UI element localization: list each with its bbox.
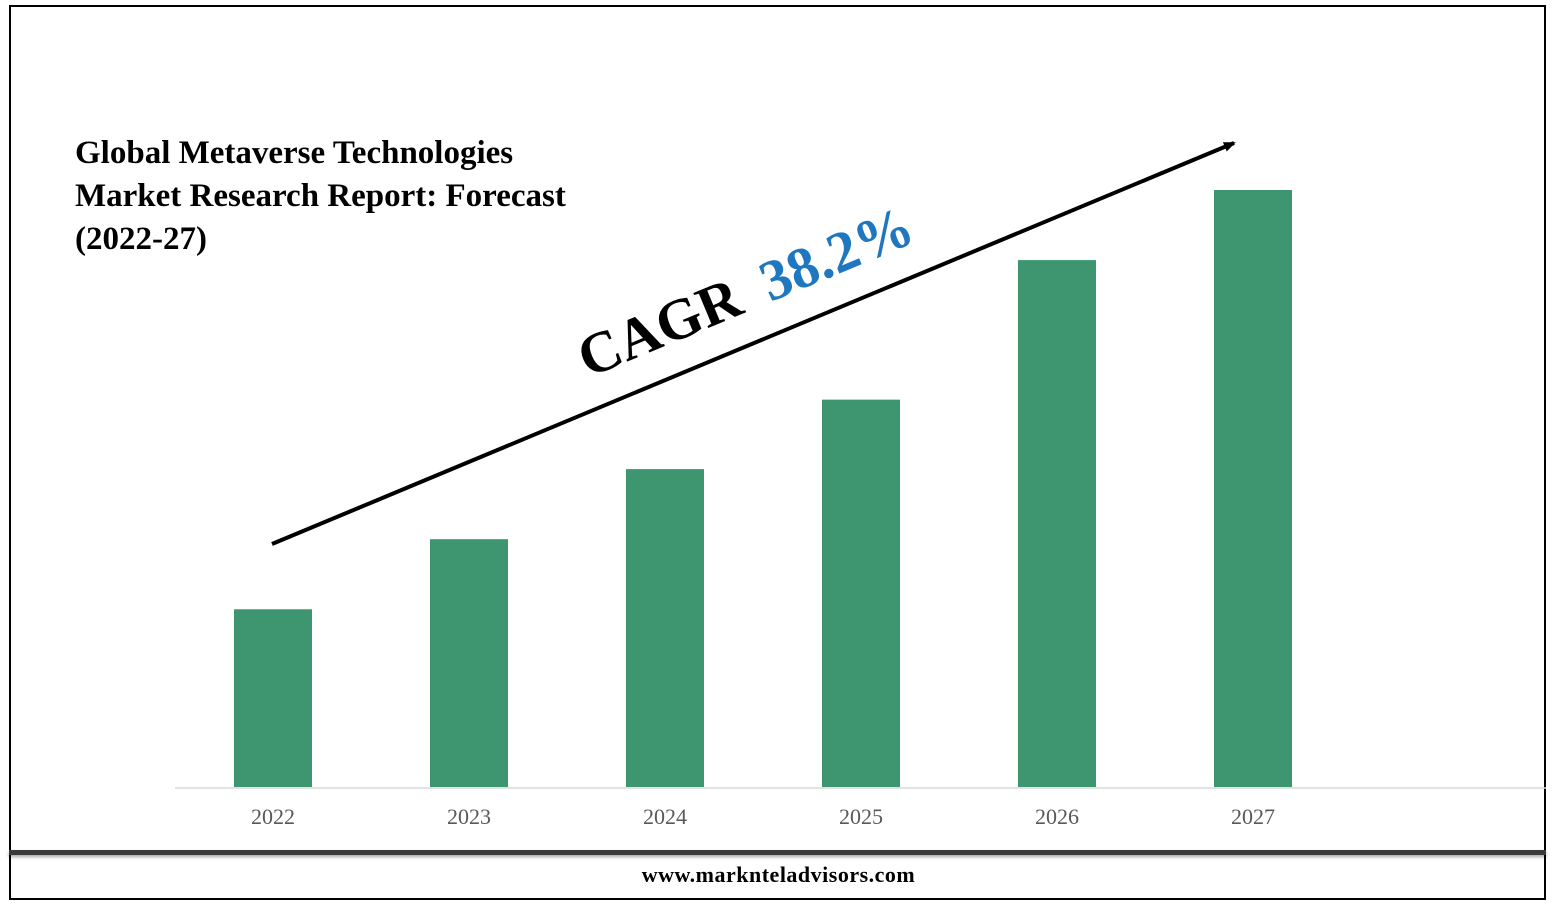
cagr-annotation: CAGR 38.2% [568,193,922,390]
bar-2025 [822,399,900,787]
x-tick-label-2022: 2022 [251,804,295,829]
x-tick-label-2027: 2027 [1231,804,1275,829]
cagr-value: 38.2% [750,193,922,314]
title-line-2: Market Research Report: Forecast [75,178,566,214]
x-tick-label-2026: 2026 [1035,804,1079,829]
bar-2023 [430,539,508,787]
x-tick-label-2024: 2024 [643,804,687,829]
cagr-label: CAGR [568,264,752,390]
bar-2026 [1018,260,1096,788]
bar-2027 [1214,190,1292,787]
bar-2024 [626,469,704,787]
x-tick-label-2023: 2023 [447,804,491,829]
x-tick-labels: 2022 2023 2024 2025 2026 2027 [251,804,1275,829]
footer-url[interactable]: www.marknteladvisors.com [641,862,916,887]
bar-series [234,190,1292,788]
trend-arrow [271,141,1236,546]
footer-divider [9,850,1546,855]
bar-2022 [234,609,312,787]
chart-title: Global Metaverse Technologies Market Res… [75,132,695,261]
x-tick-label-2025: 2025 [839,804,883,829]
title-line-3: (2022-27) [75,221,207,257]
title-line-1: Global Metaverse Technologies [75,135,514,171]
